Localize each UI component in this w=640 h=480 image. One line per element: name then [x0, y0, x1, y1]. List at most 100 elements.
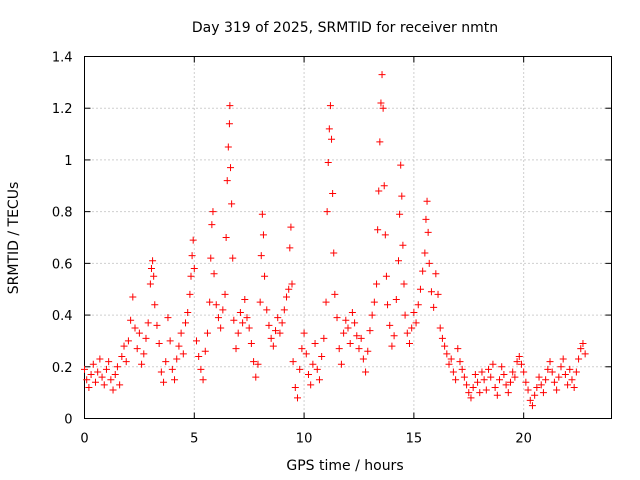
data-point	[425, 259, 433, 267]
data-point	[207, 254, 215, 262]
data-point	[222, 234, 230, 241]
data-point	[378, 71, 386, 79]
data-point	[330, 249, 338, 257]
data-point	[441, 342, 449, 350]
data-point	[226, 102, 234, 110]
data-point	[357, 334, 365, 342]
data-point	[179, 350, 187, 358]
data-point	[201, 347, 209, 355]
data-point	[232, 345, 240, 353]
data-point	[186, 290, 194, 298]
data-point	[531, 391, 539, 399]
data-point	[224, 143, 232, 151]
data-point	[209, 208, 217, 216]
data-point	[278, 319, 286, 327]
data-point	[274, 314, 282, 322]
data-point	[544, 365, 552, 373]
data-point	[489, 360, 497, 368]
data-point	[557, 363, 565, 371]
data-point	[229, 254, 237, 262]
data-point	[401, 311, 409, 319]
data-point	[517, 360, 525, 368]
data-point	[542, 376, 550, 384]
data-point	[458, 365, 466, 373]
data-point	[324, 159, 332, 167]
data-point	[581, 350, 589, 358]
data-point	[342, 316, 350, 324]
data-point	[189, 236, 197, 244]
x-tick-label: 10	[296, 432, 313, 447]
data-point	[386, 321, 394, 329]
data-point	[416, 285, 424, 293]
data-point	[340, 329, 348, 337]
data-point	[388, 342, 396, 350]
data-point	[449, 368, 457, 376]
data-point	[335, 345, 343, 353]
data-point	[434, 290, 442, 298]
data-point	[331, 290, 339, 298]
data-point	[326, 102, 334, 110]
data-point	[254, 360, 262, 368]
data-point	[228, 200, 236, 208]
data-point	[160, 378, 168, 386]
data-point	[300, 329, 308, 337]
data-point	[430, 303, 438, 311]
y-tick-label: 0.2	[52, 361, 73, 376]
data-point	[276, 329, 284, 337]
data-point	[122, 358, 130, 366]
data-point	[414, 301, 422, 309]
data-point	[476, 389, 484, 397]
data-point	[325, 125, 333, 133]
data-point	[252, 373, 260, 381]
data-point	[221, 290, 229, 298]
data-point	[288, 280, 296, 288]
data-point	[210, 270, 218, 278]
x-tick-label: 15	[406, 432, 423, 447]
x-tick-label: 20	[515, 432, 532, 447]
data-point	[353, 332, 361, 340]
data-point	[445, 360, 453, 368]
data-point	[577, 345, 585, 353]
data-point	[283, 293, 291, 301]
data-point	[116, 381, 124, 389]
data-point	[243, 314, 251, 322]
chart-title: Day 319 of 2025, SRMTID for receiver nmt…	[192, 20, 498, 36]
data-point	[548, 368, 556, 376]
data-point	[245, 324, 253, 332]
plot-frame	[84, 56, 612, 419]
data-point	[526, 396, 534, 404]
data-point	[107, 376, 115, 384]
data-point	[140, 350, 148, 358]
data-point	[487, 373, 495, 381]
data-point	[127, 316, 135, 324]
data-point	[379, 104, 387, 112]
data-point	[296, 365, 304, 373]
data-point	[528, 402, 536, 410]
data-point	[199, 376, 207, 384]
data-point	[524, 386, 532, 394]
data-point	[491, 383, 499, 391]
data-point	[241, 296, 249, 304]
data-point	[247, 340, 255, 348]
data-point	[467, 394, 475, 402]
data-point	[513, 358, 521, 366]
data-point	[298, 345, 306, 353]
data-point	[559, 355, 567, 363]
data-point	[203, 329, 211, 337]
data-point	[398, 192, 406, 200]
data-point	[480, 376, 488, 384]
data-point	[188, 252, 196, 260]
data-point	[195, 352, 203, 360]
data-point	[397, 161, 405, 169]
data-point	[485, 365, 493, 373]
data-point	[153, 321, 161, 329]
data-point	[500, 371, 508, 379]
data-point	[113, 363, 121, 371]
data-point	[214, 314, 222, 322]
data-point	[133, 345, 141, 353]
data-point	[515, 352, 523, 360]
data-point	[120, 342, 128, 350]
data-point	[438, 334, 446, 342]
data-point	[309, 360, 317, 368]
data-point	[337, 360, 345, 368]
